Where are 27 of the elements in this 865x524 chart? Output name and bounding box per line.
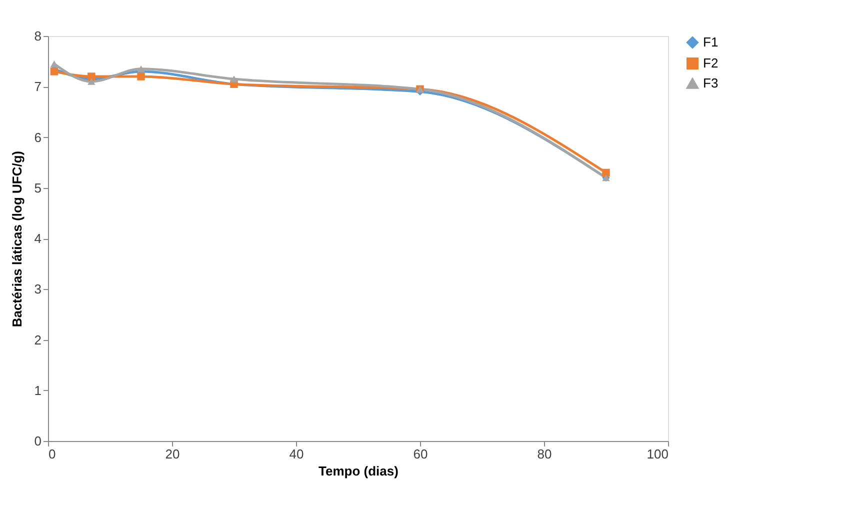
x-tick-label: 20 [165,446,180,462]
y-axis-title: Bactérias láticas (log UFC/g) [9,150,24,328]
point [50,68,58,76]
point [230,76,238,82]
x-tick-label: 60 [413,446,428,462]
x-axis-title: Tempo (dias) [318,464,398,478]
y-tick-label: 5 [34,180,42,196]
legend-label: F3 [703,76,718,90]
point [602,168,610,177]
point [137,66,145,72]
y-tick-label: 0 [34,434,42,448]
x-tick-label: 40 [289,446,304,462]
point [88,72,96,80]
legend-label: F1 [703,34,718,50]
point [88,78,96,85]
x-tick-label: 0 [48,446,56,462]
legend-label: F2 [703,56,718,70]
y-tick-label: 1 [34,382,42,398]
y-tick-label: 6 [34,130,42,145]
y-tick-label: 4 [34,231,42,246]
point [137,72,145,80]
y-tick-label: 2 [34,332,42,348]
y-tick-label: 8 [34,28,42,44]
x-tick-label: 80 [537,446,552,462]
y-tick-label: 7 [34,79,42,94]
y-tick-label: 3 [34,282,42,297]
x-tick-label: 100 [646,446,668,462]
